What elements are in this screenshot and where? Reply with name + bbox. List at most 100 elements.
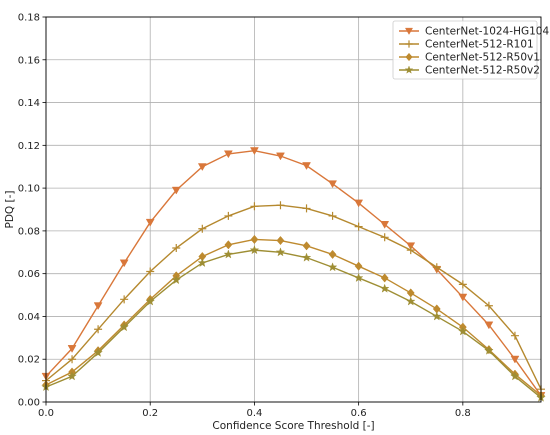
axis-ticks: 0.0 0.2 0.4 0.6 0.8 0.00 0.02 0.04 0.06 0.08 0.10 0… (18, 13, 471, 420)
legend-label: CenterNet-512-R50v1 (425, 52, 540, 64)
data-point (510, 371, 520, 381)
data-point (405, 296, 416, 306)
data-point (458, 293, 468, 302)
legend: CenterNet-1024-HG104CenterNet-512-R101Ce… (392, 20, 549, 80)
data-point (250, 202, 259, 211)
legend-item: CenterNet-512-R50v1 (399, 52, 540, 64)
y-tick-label: 0.08 (18, 226, 40, 237)
legend-marker (405, 40, 413, 48)
data-point (223, 249, 234, 259)
series-line (45, 238, 542, 397)
series-group (41, 147, 546, 402)
legend-box (392, 20, 538, 80)
data-point (93, 347, 103, 357)
x-tick-label: 0.0 (38, 408, 54, 419)
data-point (302, 162, 311, 170)
y-tick-label: 0.16 (18, 55, 40, 66)
series-line (45, 149, 542, 396)
series-4 (41, 245, 546, 402)
data-point (380, 273, 389, 283)
y-axis-label: PDQ [-] (4, 190, 16, 228)
data-point (249, 147, 259, 155)
data-point (328, 180, 338, 189)
data-point (94, 325, 103, 334)
data-point (275, 247, 286, 257)
data-point (145, 218, 155, 227)
y-tick-label: 0.02 (18, 355, 40, 366)
data-point (484, 321, 494, 330)
y-tick-label: 0.04 (18, 312, 40, 323)
data-point (354, 222, 363, 231)
data-point (67, 371, 77, 381)
data-point (223, 150, 233, 159)
data-point (249, 245, 260, 255)
legend-marker (405, 52, 413, 62)
data-point (354, 199, 364, 208)
data-point (119, 259, 129, 268)
data-point (484, 301, 493, 310)
data-point (353, 272, 364, 282)
data-point (145, 296, 155, 306)
data-point (197, 163, 207, 172)
data-point (380, 221, 390, 229)
series-line (45, 204, 542, 390)
legend-marker (404, 65, 414, 74)
x-tick-label: 0.8 (455, 408, 471, 419)
x-axis-label: Confidence Score Threshold [-] (212, 420, 374, 432)
data-point (119, 322, 129, 332)
data-point (302, 241, 311, 251)
data-point (197, 257, 208, 268)
data-point (93, 302, 103, 311)
data-point (510, 355, 520, 364)
data-point (224, 240, 233, 250)
data-point (68, 355, 77, 364)
legend-label: CenterNet-512-R50v2 (425, 65, 540, 77)
data-point (276, 152, 285, 161)
x-tick-label: 0.6 (351, 408, 367, 419)
y-tick-label: 0.12 (18, 141, 40, 152)
data-point (380, 233, 389, 242)
y-tick-label: 0.10 (18, 184, 40, 195)
data-point (458, 326, 468, 336)
data-point (171, 186, 181, 195)
series-1 (41, 147, 546, 400)
x-tick-label: 0.2 (142, 408, 158, 419)
data-point (67, 345, 77, 353)
data-point (250, 234, 259, 245)
series-line (45, 249, 542, 399)
data-point (354, 261, 363, 271)
legend-item: CenterNet-1024-HG104 (399, 26, 549, 38)
data-point (171, 275, 182, 285)
data-point (198, 224, 207, 233)
y-tick-label: 0.14 (18, 98, 40, 109)
data-point (327, 262, 338, 272)
legend-label: CenterNet-512-R101 (425, 39, 534, 51)
plot-frame (45, 16, 542, 403)
y-tick-label: 0.06 (18, 269, 40, 280)
data-point (328, 249, 337, 260)
legend-item: CenterNet-512-R101 (399, 39, 534, 51)
legend-item: CenterNet-512-R50v2 (399, 65, 540, 77)
data-point (302, 204, 311, 213)
data-point (276, 201, 285, 210)
data-point (458, 280, 467, 289)
data-point (328, 211, 337, 220)
y-tick-label: 0.00 (18, 398, 40, 409)
legend-label: CenterNet-1024-HG104 (425, 26, 549, 38)
series-2 (42, 201, 545, 394)
data-point (172, 244, 181, 252)
data-point (379, 283, 390, 293)
data-point (224, 211, 233, 220)
data-point (276, 235, 285, 246)
data-point (301, 252, 312, 262)
data-point (432, 263, 441, 272)
data-point (146, 267, 155, 276)
data-point (432, 311, 442, 321)
legend-marker (404, 27, 414, 35)
data-point (484, 345, 494, 355)
data-point (406, 246, 415, 255)
data-point (510, 331, 519, 340)
data-point (120, 295, 129, 304)
y-tick-label: 0.18 (18, 13, 40, 24)
